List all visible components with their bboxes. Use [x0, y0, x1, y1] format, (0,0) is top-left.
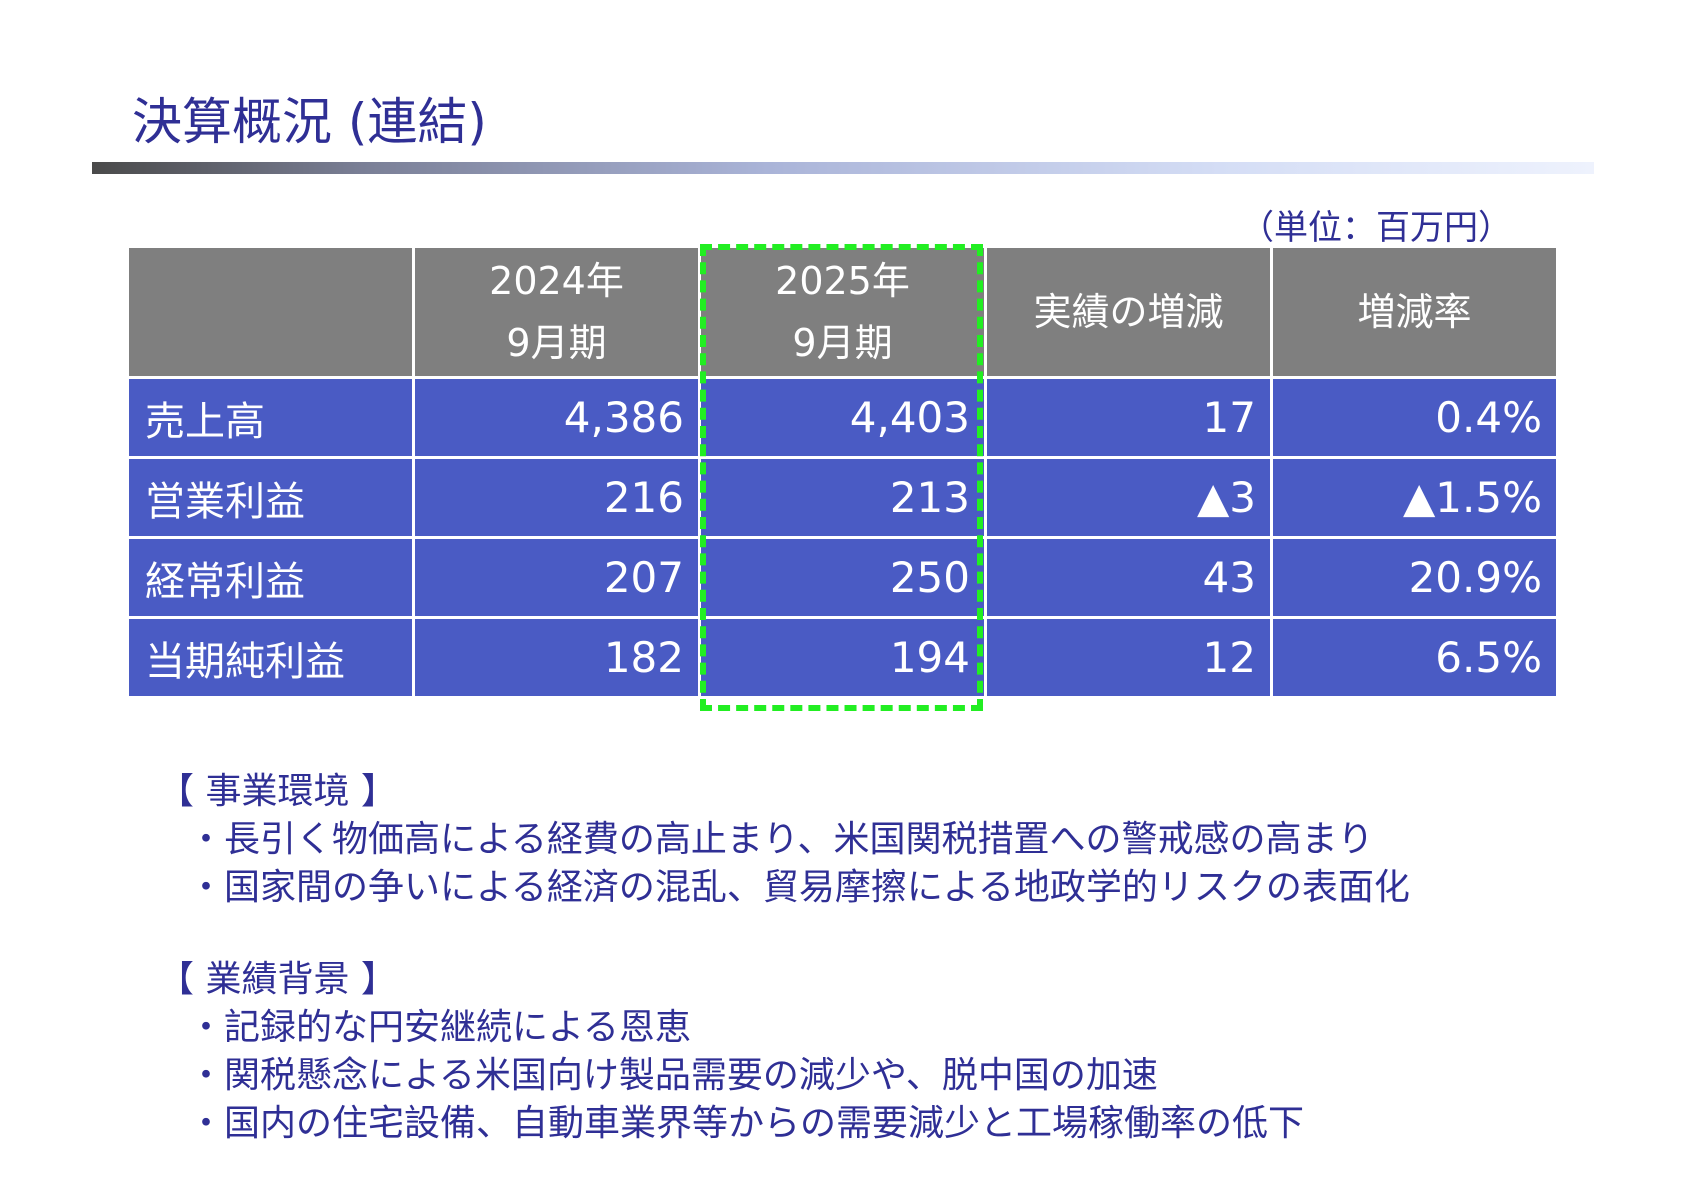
value-change: 12 [984, 616, 1273, 699]
value-fy2025: 213 [698, 456, 987, 539]
value-rate: 6.5% [1270, 616, 1559, 699]
row-label: 営業利益 [126, 456, 415, 539]
header-rate: 増減率 [1270, 245, 1559, 379]
title-underline-bar [92, 162, 1594, 174]
list-item: ・国内の住宅設備、自動車業界等からの需要減少と工場稼働率の低下 [188, 1103, 1305, 1144]
list-item: ・長引く物価高による経費の高止まり、米国関税措置への警戒感の高まり [188, 819, 1374, 860]
value-fy2024: 216 [412, 456, 701, 539]
list-item: ・関税懸念による米国向け製品需要の減少や、脱中国の加速 [188, 1055, 1158, 1096]
unit-note: （単位：百万円） [1240, 208, 1512, 248]
header-fy2025: 2025年 9月期 [698, 245, 987, 379]
value-fy2024: 4,386 [412, 376, 701, 459]
value-rate: ▲1.5% [1270, 456, 1559, 539]
value-fy2024: 207 [412, 536, 701, 619]
header-fy2025-text: 2025年 9月期 [775, 259, 910, 365]
header-change: 実績の増減 [984, 245, 1273, 379]
table-row: 経常利益 207 250 43 20.9% [126, 536, 1559, 619]
list-item: ・記録的な円安継続による恩恵 [188, 1007, 691, 1048]
row-label: 売上高 [126, 376, 415, 459]
table-row: 売上高 4,386 4,403 17 0.4% [126, 376, 1559, 459]
header-blank [126, 245, 415, 379]
table-header-row: 2024年 9月期 2025年 9月期 実績の増減 増減率 [126, 245, 1559, 379]
performance-background-heading: 【 業績背景 】 [158, 959, 397, 1000]
value-change: 43 [984, 536, 1273, 619]
header-fy2024: 2024年 9月期 [412, 245, 701, 379]
header-fy2024-text: 2024年 9月期 [489, 259, 624, 365]
page-title: 決算概況 (連結) [132, 93, 487, 151]
performance-background-section: 【 業績背景 】 ・記録的な円安継続による恩恵 ・関税懸念による米国向け製品需要… [158, 956, 1304, 1148]
value-change: 17 [984, 376, 1273, 459]
financial-summary-table: 2024年 9月期 2025年 9月期 実績の増減 増減率 売上高 4,386 4,… [126, 245, 1559, 699]
value-fy2025: 4,403 [698, 376, 987, 459]
business-environment-heading: 【 事業環境 】 [158, 771, 397, 812]
value-rate: 20.9% [1270, 536, 1559, 619]
value-rate: 0.4% [1270, 376, 1559, 459]
table-row: 当期純利益 182 194 12 6.5% [126, 616, 1559, 699]
table-row: 営業利益 216 213 ▲3 ▲1.5% [126, 456, 1559, 539]
value-change: ▲3 [984, 456, 1273, 539]
row-label: 当期純利益 [126, 616, 415, 699]
value-fy2025: 250 [698, 536, 987, 619]
value-fy2025: 194 [698, 616, 987, 699]
business-environment-section: 【 事業環境 】 ・長引く物価高による経費の高止まり、米国関税措置への警戒感の高… [158, 768, 1410, 912]
value-fy2024: 182 [412, 616, 701, 699]
list-item: ・国家間の争いによる経済の混乱、貿易摩擦による地政学的リスクの表面化 [188, 867, 1410, 908]
row-label: 経常利益 [126, 536, 415, 619]
